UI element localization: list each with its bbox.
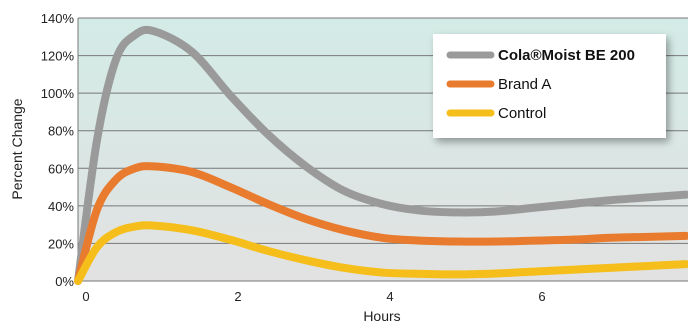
- x-tick-label: 4: [386, 289, 393, 304]
- y-tick-label: 80%: [48, 124, 74, 139]
- x-axis-title: Hours: [363, 308, 400, 322]
- x-tick-label: 2: [234, 289, 241, 304]
- series-1-line: [74, 25, 688, 285]
- legend-label: Control: [498, 105, 546, 122]
- y-tick-label: 120%: [41, 49, 75, 64]
- legend-label: Brand A: [498, 76, 551, 93]
- series-2-line: [74, 162, 688, 285]
- y-tick-label: 0%: [55, 274, 74, 289]
- y-tick-label: 140%: [41, 11, 75, 26]
- y-tick-label: 40%: [48, 199, 74, 214]
- x-tick-label: 0: [82, 289, 89, 304]
- y-tick-label: 100%: [41, 86, 75, 101]
- y-tick-label: 20%: [48, 236, 74, 251]
- series-3-line: [74, 221, 688, 285]
- y-axis-title: Percent Change: [9, 98, 25, 199]
- legend-label: Cola®Moist BE 200: [498, 47, 635, 64]
- y-tick-label: 60%: [48, 161, 74, 176]
- x-tick-label: 6: [538, 289, 545, 304]
